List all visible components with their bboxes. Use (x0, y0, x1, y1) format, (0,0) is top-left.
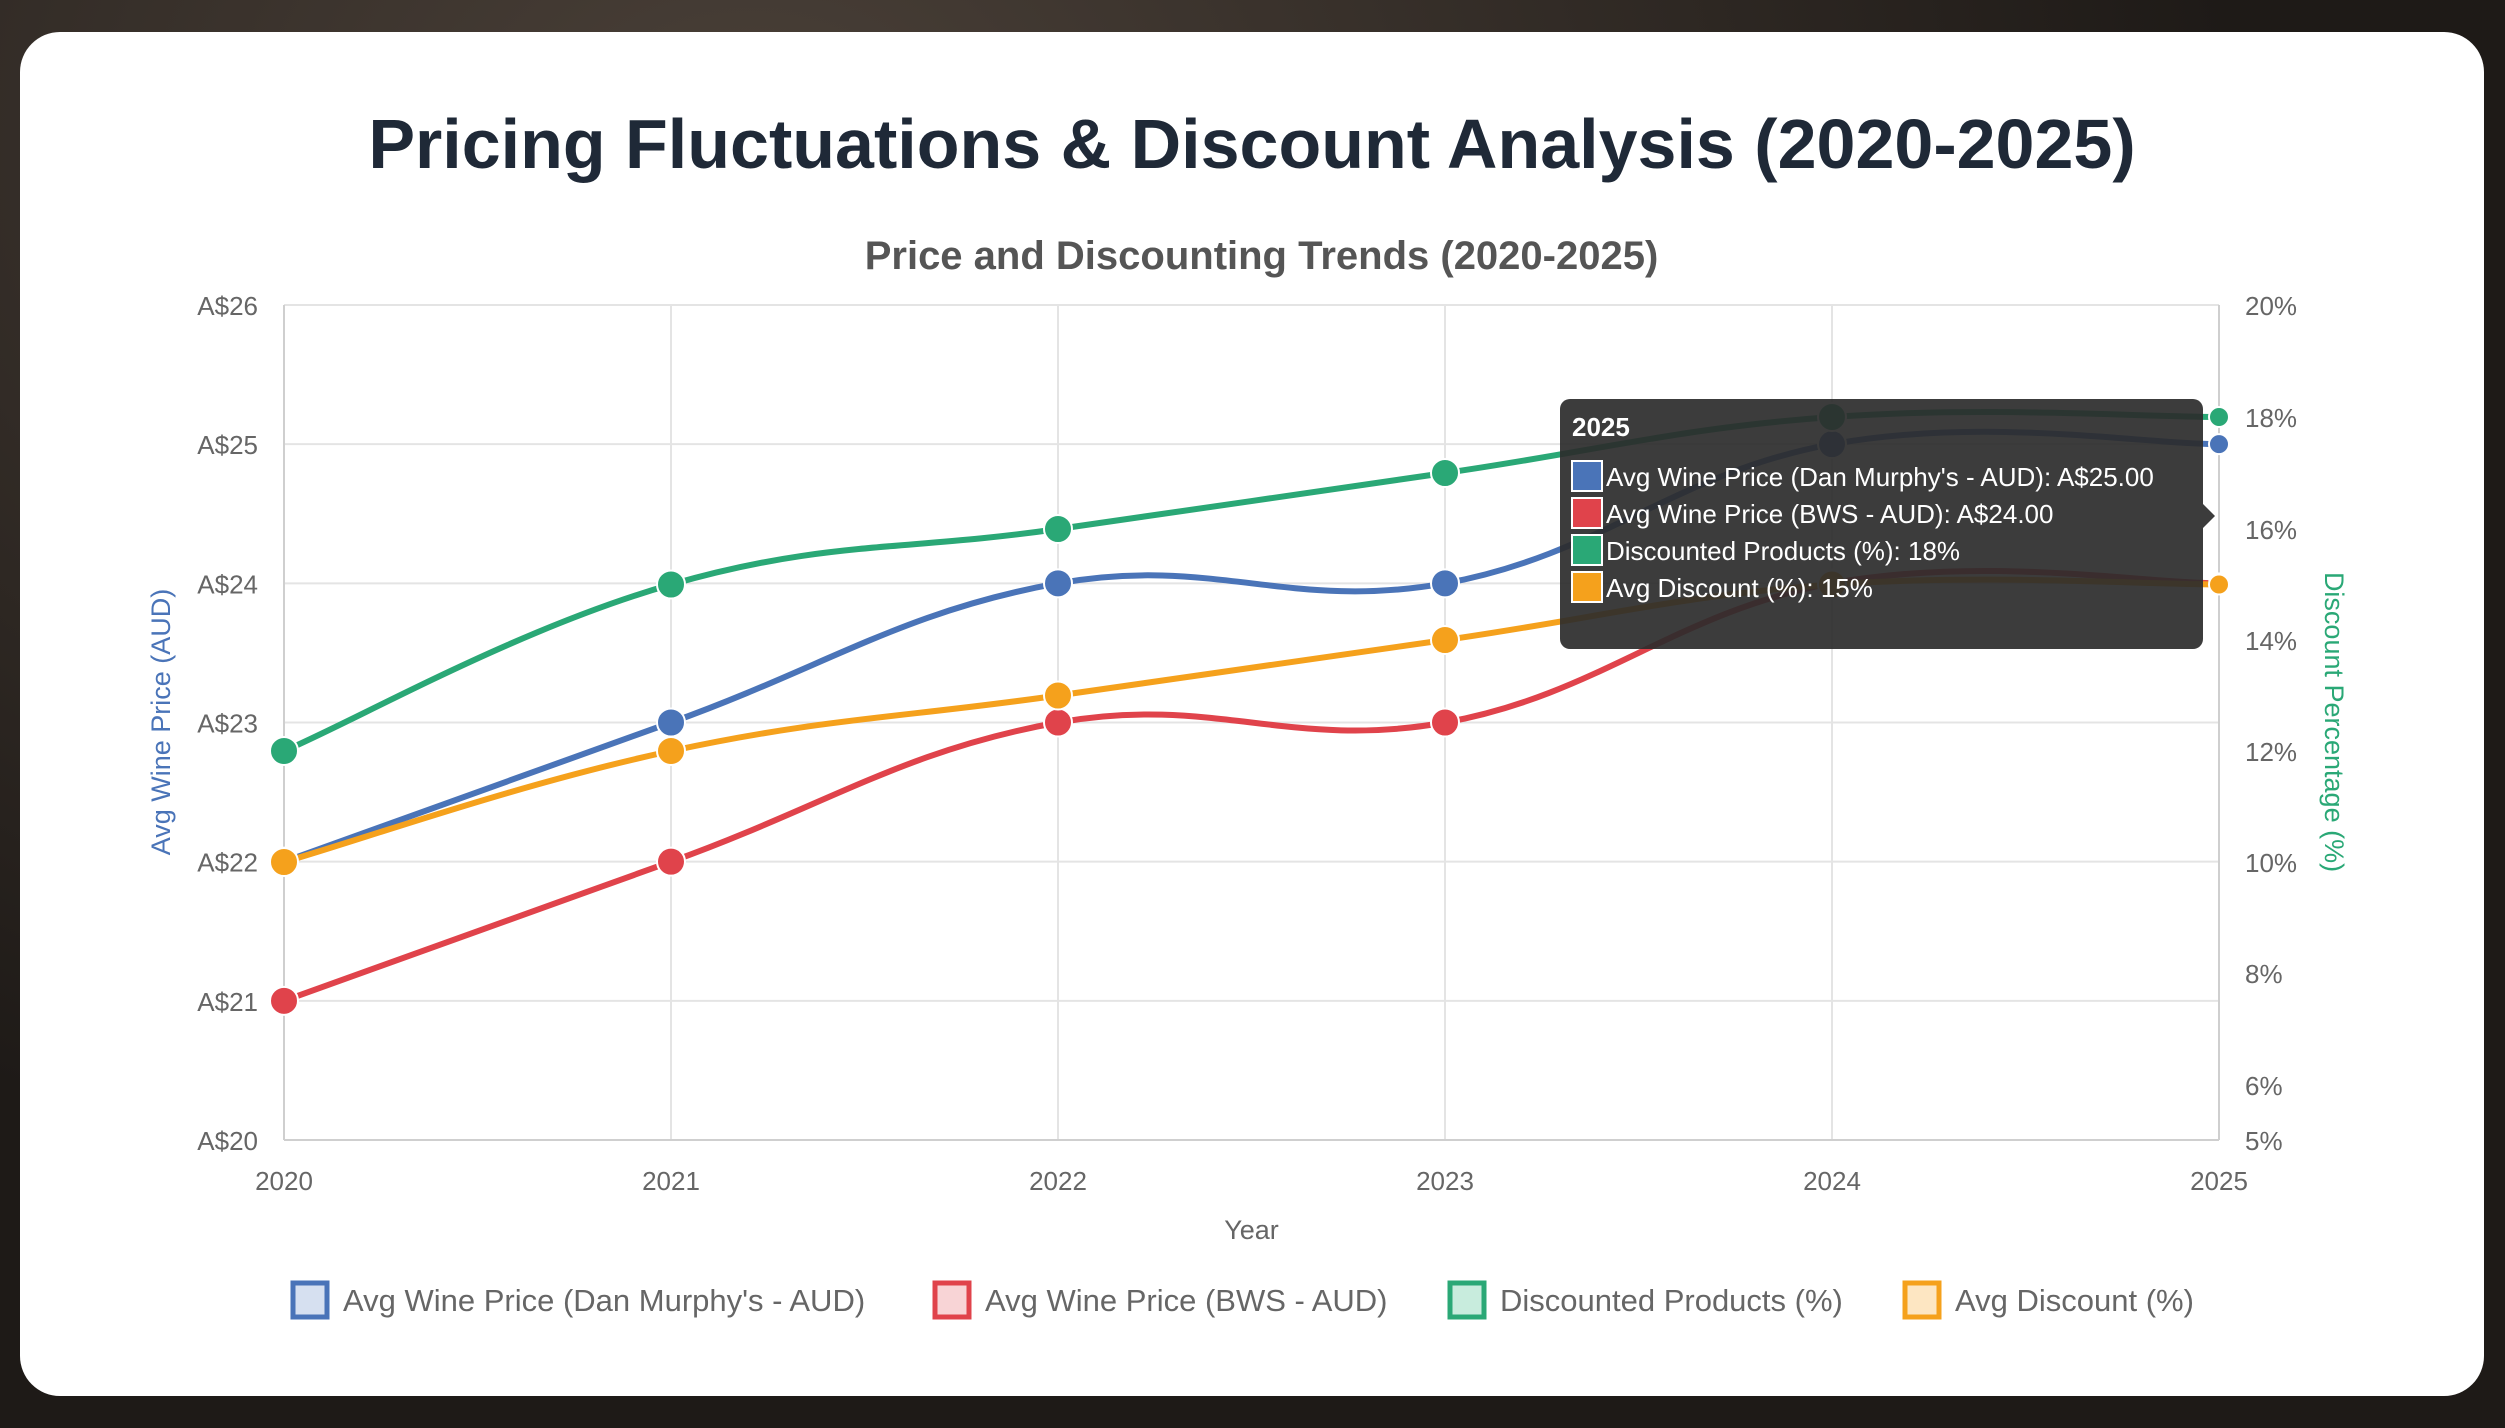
x-tick-label: 2024 (1803, 1166, 1861, 1196)
tooltip-caret (2203, 504, 2215, 528)
x-tick-label: 2025 (2190, 1166, 2248, 1196)
tooltip: 2025 Avg Wine Price (Dan Murphy's - AUD):… (1560, 399, 2215, 649)
data-point[interactable] (1430, 458, 1460, 488)
legend-item-1[interactable]: Avg Wine Price (BWS - AUD) (932, 1280, 1388, 1320)
y2-tick-label: 20% (2245, 291, 2297, 321)
y-tick-label: A$24 (197, 569, 258, 599)
x-tick-label: 2020 (255, 1166, 313, 1196)
tooltip-title: 2025 (1572, 412, 1630, 442)
y-tick-label: A$25 (197, 430, 258, 460)
tooltip-line: Avg Discount (%): 15% (1606, 573, 1873, 603)
data-point[interactable] (1430, 707, 1460, 738)
legend-label: Avg Discount (%) (1955, 1283, 2194, 1318)
legend-item-2[interactable]: Discounted Products (%) (1447, 1280, 1843, 1320)
tooltip-line: Discounted Products (%): 18% (1606, 536, 1960, 566)
y-tick-label: A$22 (197, 848, 258, 878)
y2-tick-label: 8% (2245, 959, 2283, 989)
y2-tick-label: 6% (2245, 1071, 2283, 1101)
y-tick-label: A$20 (197, 1126, 258, 1156)
legend-label: Avg Wine Price (BWS - AUD) (985, 1283, 1388, 1318)
y-tick-label: A$21 (197, 987, 258, 1017)
data-point[interactable] (269, 847, 299, 877)
y2-tick-label: 12% (2245, 737, 2297, 767)
tooltip-swatch (1571, 460, 1603, 492)
y2-tick-label: 14% (2245, 626, 2297, 656)
data-point[interactable] (1430, 625, 1460, 655)
x-tick-label: 2021 (642, 1166, 700, 1196)
data-point[interactable] (269, 985, 299, 1016)
tooltip-swatch (1571, 571, 1603, 603)
y-tick-label: A$26 (197, 291, 258, 321)
y-tick-label: A$23 (197, 709, 258, 739)
chart-title: Price and Discounting Trends (2020-2025) (865, 234, 1659, 278)
y-axis-title: Avg Wine Price (AUD) (146, 589, 176, 856)
x-axis-title: Year (1224, 1215, 1279, 1245)
data-point[interactable] (656, 846, 686, 877)
page-title: Pricing Fluctuations & Discount Analysis… (368, 105, 2136, 183)
y2-tick-label: 5% (2245, 1126, 2283, 1156)
legend-label: Avg Wine Price (Dan Murphy's - AUD) (343, 1283, 865, 1318)
data-point[interactable] (269, 736, 299, 766)
legend-swatch (1902, 1280, 1942, 1320)
tooltip-swatch (1571, 534, 1603, 566)
data-point[interactable] (1430, 568, 1460, 599)
legend-label: Discounted Products (%) (1500, 1283, 1843, 1318)
legend-swatch (1447, 1280, 1487, 1320)
x-tick-label: 2023 (1416, 1166, 1474, 1196)
legend-swatch (932, 1280, 972, 1320)
data-point[interactable] (1043, 514, 1073, 544)
legend-item-0[interactable]: Avg Wine Price (Dan Murphy's - AUD) (290, 1280, 865, 1320)
tooltip-line: Avg Wine Price (BWS - AUD): A$24.00 (1606, 499, 2053, 529)
data-point[interactable] (2208, 433, 2230, 456)
x-tick-label: 2022 (1029, 1166, 1087, 1196)
legend-swatch (290, 1280, 330, 1320)
y2-tick-label: 10% (2245, 848, 2297, 878)
tooltip-bg (1560, 399, 2203, 649)
line-chart: Price and Discounting Trends (2020-2025)… (146, 234, 2349, 1320)
tooltip-line: Avg Wine Price (Dan Murphy's - AUD): A$2… (1606, 462, 2154, 492)
tooltip-swatch (1571, 497, 1603, 529)
data-point[interactable] (1043, 707, 1073, 738)
y2-tick-label: 18% (2245, 403, 2297, 433)
data-point[interactable] (656, 707, 686, 738)
data-point[interactable] (656, 736, 686, 766)
data-point[interactable] (2208, 573, 2230, 596)
data-point[interactable] (2208, 406, 2230, 428)
data-point[interactable] (1043, 680, 1073, 711)
y2-axis-title: Discount Percentage (%) (2319, 572, 2349, 872)
data-point[interactable] (1043, 568, 1073, 599)
legend-item-3[interactable]: Avg Discount (%) (1902, 1280, 2194, 1320)
y2-tick-label: 16% (2245, 515, 2297, 545)
chart-card: Pricing Fluctuations & Discount Analysis… (20, 32, 2484, 1396)
data-point[interactable] (656, 569, 686, 600)
